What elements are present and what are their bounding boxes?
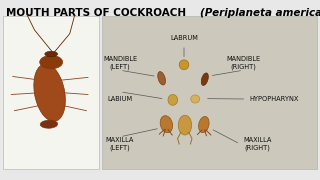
Text: LABRUM: LABRUM (170, 35, 198, 41)
Text: MANDIBLE
(LEFT): MANDIBLE (LEFT) (103, 56, 137, 70)
Text: MOUTH PARTS OF COCKROACH: MOUTH PARTS OF COCKROACH (6, 8, 190, 18)
Ellipse shape (40, 120, 58, 128)
Text: (Periplaneta americana): (Periplaneta americana) (200, 8, 320, 18)
Ellipse shape (179, 60, 189, 70)
Ellipse shape (168, 94, 178, 105)
Ellipse shape (191, 95, 200, 103)
Ellipse shape (45, 51, 58, 57)
Ellipse shape (40, 55, 63, 69)
Ellipse shape (34, 64, 65, 121)
FancyBboxPatch shape (3, 16, 99, 169)
Text: MAXILLA
(RIGHT): MAXILLA (RIGHT) (243, 137, 272, 151)
Text: LABIUM: LABIUM (108, 96, 132, 102)
Ellipse shape (158, 72, 165, 85)
Text: MAXILLA
(LEFT): MAXILLA (LEFT) (106, 137, 134, 151)
Text: HYPOPHARYNX: HYPOPHARYNX (250, 96, 299, 102)
Ellipse shape (160, 116, 172, 133)
Ellipse shape (201, 73, 208, 86)
Ellipse shape (178, 115, 192, 135)
FancyBboxPatch shape (102, 16, 317, 169)
Text: MANDIBLE
(RIGHT): MANDIBLE (RIGHT) (226, 56, 260, 70)
Ellipse shape (199, 116, 209, 133)
